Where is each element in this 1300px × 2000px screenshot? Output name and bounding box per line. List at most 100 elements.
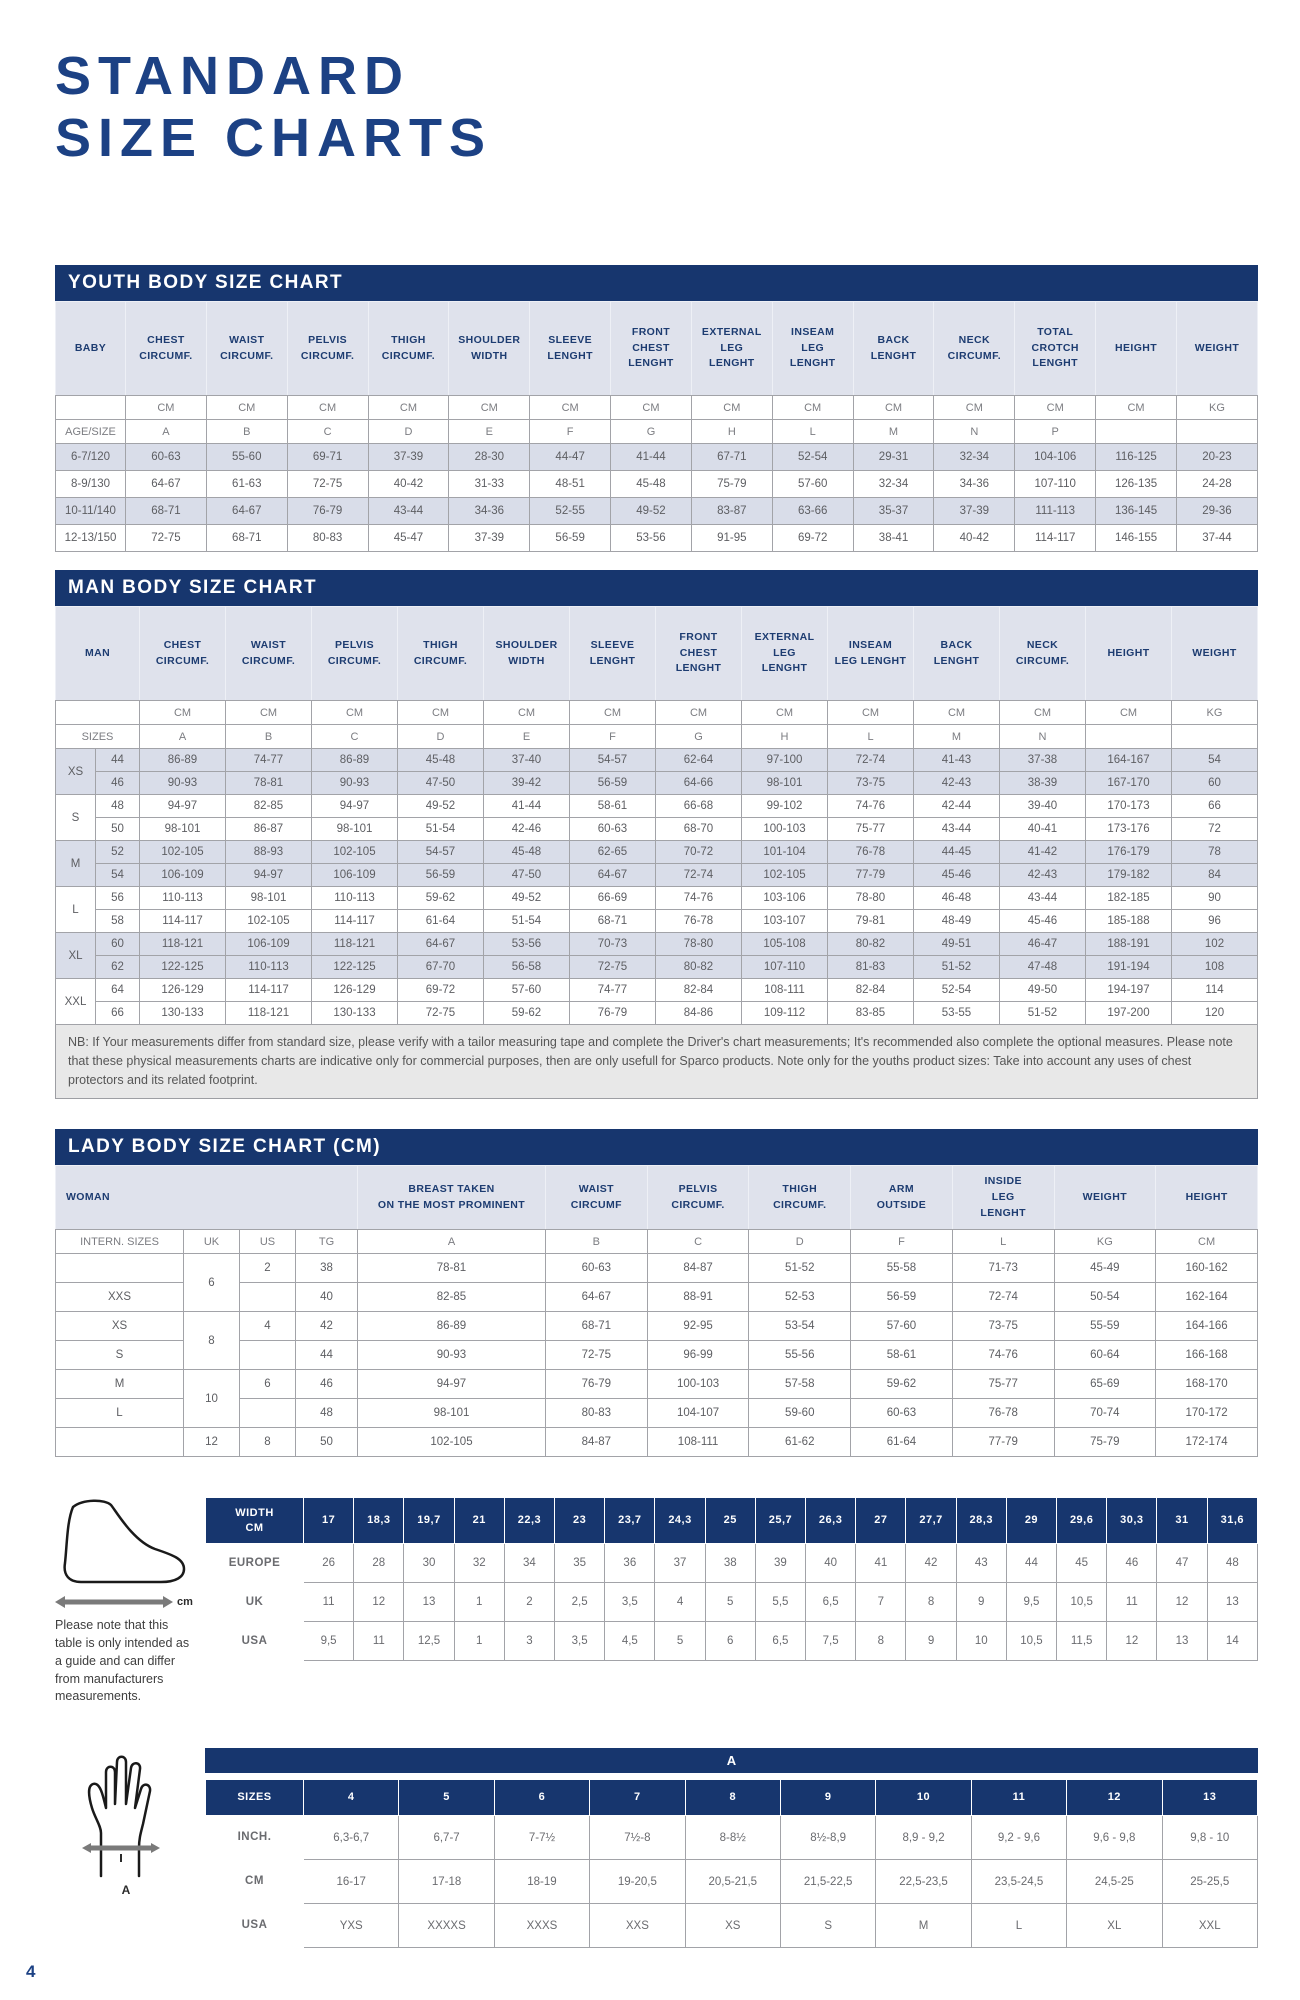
value-cell: 54-57 [397, 840, 484, 865]
us-size-cell [239, 1340, 296, 1371]
value-cell: 8,9 - 9,2 [875, 1815, 972, 1861]
shoe-unit-label: cm [177, 1596, 193, 1609]
column-header: INSIDE LEG LENGHT [951, 1165, 1055, 1231]
value-cell: 47-50 [483, 863, 570, 888]
page-title: STANDARD SIZE CHARTS [55, 46, 1258, 169]
value-cell: 40-41 [999, 817, 1086, 842]
value-cell: 172-174 [1155, 1427, 1258, 1458]
value-cell: 8 [855, 1621, 907, 1662]
value-cell: 101-104 [741, 840, 828, 865]
tg-size-cell: 48 [295, 1398, 358, 1429]
value-cell: 12,5 [403, 1621, 455, 1662]
value-cell: 7½-8 [589, 1815, 686, 1861]
lady-size-chart-section: LADY BODY SIZE CHART (CM) WOMAN BREAST TA… [55, 1129, 1258, 1458]
value-cell: 62-65 [569, 840, 656, 865]
us-size-cell [239, 1282, 296, 1313]
value-cell: 86-89 [139, 748, 226, 773]
value-cell: 72-74 [827, 748, 914, 773]
value-cell: 126-135 [1095, 470, 1177, 499]
size-group-label: M [55, 840, 96, 888]
value-cell: 98-101 [139, 817, 226, 842]
value-cell: 74-76 [951, 1340, 1055, 1371]
value-cell: 122-125 [139, 955, 226, 980]
size-label: 62 [95, 955, 140, 980]
value-cell: 67-71 [690, 443, 773, 472]
value-cell: 44 [1005, 1543, 1058, 1584]
value-cell: 51-54 [397, 817, 484, 842]
tg-size-cell: 42 [295, 1311, 358, 1342]
value-cell: 10 [955, 1621, 1007, 1662]
row-label: INCH. [205, 1815, 304, 1861]
value-cell: 164-166 [1155, 1311, 1258, 1342]
value-cell: 56-59 [569, 771, 656, 796]
value-cell: 39 [754, 1543, 807, 1584]
value-cell: 40 [805, 1543, 857, 1584]
letter-cell: E [483, 724, 570, 750]
value-cell: 23 [554, 1497, 606, 1545]
value-cell: 49-52 [483, 886, 570, 911]
value-cell: 108 [1171, 955, 1258, 980]
value-cell: 61-62 [748, 1427, 852, 1458]
value-cell: 26,3 [805, 1497, 857, 1545]
value-cell: 102-105 [139, 840, 226, 865]
youth-chart-title-bar: YOUTH BODY SIZE CHART [55, 265, 1258, 302]
value-cell: 13 [1156, 1621, 1208, 1662]
letter-cell: M [913, 724, 1000, 750]
value-cell: 61-63 [205, 470, 288, 499]
value-cell: 6,3-6,7 [302, 1815, 400, 1861]
value-cell: 24-28 [1175, 470, 1259, 499]
value-cell: 25-25,5 [1161, 1859, 1259, 1905]
value-cell: 197-200 [1085, 1001, 1172, 1026]
unit-cell: CM [913, 700, 1000, 726]
glove-size-chart-section: A A SIZES 4 5 6 7 8 9 10 11 12 13 INCH. 6,3-6,7 6,7-7… [55, 1748, 1259, 1949]
value-cell: 194-197 [1085, 978, 1172, 1003]
value-cell: 22,5-23,5 [875, 1859, 972, 1905]
value-cell: 60-64 [1053, 1340, 1157, 1371]
value-cell: 7-7½ [493, 1815, 591, 1861]
unit-cell: CM [311, 700, 398, 726]
column-header: WOMAN [55, 1165, 358, 1231]
value-cell: 57-60 [850, 1311, 953, 1342]
value-cell: 90 [1171, 886, 1258, 911]
value-cell: 12 [1156, 1582, 1208, 1623]
column-header: SHOULDER WIDTH [483, 606, 570, 702]
youth-size-chart-section: YOUTH BODY SIZE CHART BABY CHEST CIRCUMF.… [55, 265, 1259, 553]
unit-cell: CM [569, 700, 656, 726]
value-cell: 98-101 [741, 771, 828, 796]
size-label: 6-7/120 [55, 443, 126, 472]
value-cell: 53-54 [748, 1311, 852, 1342]
value-cell: 102-105 [741, 863, 828, 888]
value-cell: 111-113 [1014, 497, 1097, 526]
value-cell: 81-83 [827, 955, 914, 980]
letter-cell: G [655, 724, 742, 750]
value-cell: 60-63 [850, 1398, 953, 1429]
column-header: HEIGHT [1095, 301, 1177, 397]
size-label: 48 [95, 794, 140, 819]
column-header: HEIGHT [1085, 606, 1172, 702]
value-cell: 71-73 [951, 1253, 1055, 1284]
value-cell: 83-87 [690, 497, 773, 526]
value-cell: 80-82 [655, 955, 742, 980]
tg-size-cell: 38 [295, 1253, 358, 1284]
value-cell: 9 [905, 1621, 957, 1662]
value-cell: 43 [955, 1543, 1007, 1584]
value-cell: 78-80 [827, 886, 914, 911]
column-header: PELVIS CIRCUMF. [646, 1165, 750, 1231]
value-cell: YXS [302, 1903, 400, 1949]
value-cell: 57-60 [483, 978, 570, 1003]
value-cell: 76-79 [545, 1369, 648, 1400]
letter-cell: N [933, 419, 1016, 445]
letter-cell: CM [1155, 1229, 1258, 1255]
us-size-cell [239, 1398, 296, 1429]
size-label: 60 [95, 932, 140, 957]
size-label: XS [55, 1311, 184, 1342]
size-label: 12-13/150 [55, 524, 126, 553]
value-cell: 114 [1171, 978, 1258, 1003]
letter-cell [1085, 724, 1172, 750]
value-cell: 45 [1056, 1543, 1108, 1584]
value-cell: 78-81 [357, 1253, 546, 1284]
value-cell: 8 [684, 1779, 781, 1817]
column-header: WAIST CIRCUMF [545, 1165, 648, 1231]
glove-size-table: SIZES 4 5 6 7 8 9 10 11 12 13 INCH. 6,3-6,7 6,7-7 7-7½… [205, 1779, 1259, 1949]
value-cell: 48-49 [913, 909, 1000, 934]
